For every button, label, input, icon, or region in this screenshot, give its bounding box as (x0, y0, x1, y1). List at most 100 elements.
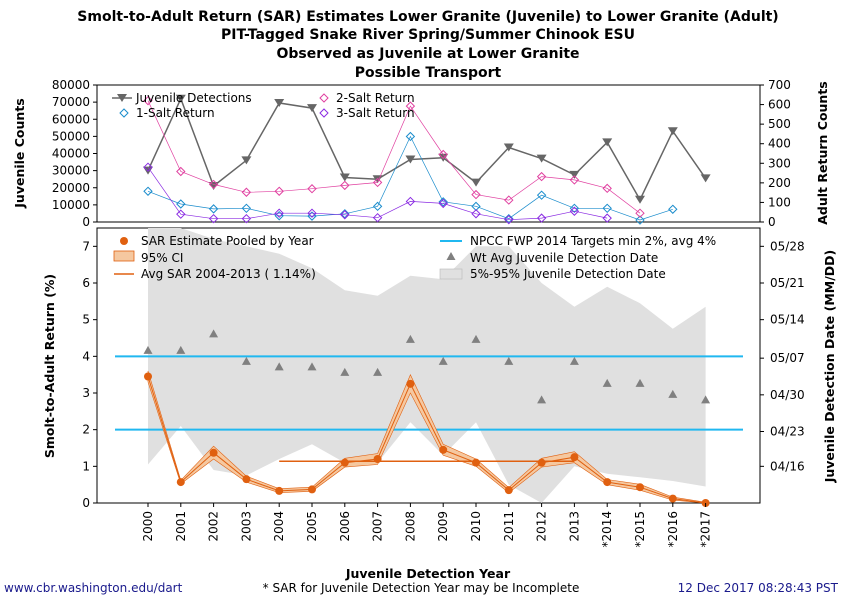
bottom-axis-ticks: 0 1 2 3 4 5 6 7 04/16 04/23 04/30 05/07 05/14 05/21 05… (82, 239, 804, 547)
legend-salt-marker-1 (119, 108, 129, 118)
legend-salt-marker-3 (319, 108, 329, 118)
title-line-3: Observed as Juvenile at Lower Granite (276, 46, 579, 62)
salt-return-marker-2 (143, 95, 153, 106)
wt-avg-detection-date-marker (176, 345, 186, 354)
salt-return-marker-3 (307, 208, 317, 218)
top-left-tick-label: 20000 (52, 181, 90, 195)
salt-return-marker-1 (569, 203, 580, 214)
x-tick-label: *2017 (699, 511, 713, 548)
x-tick-label: 2009 (436, 511, 450, 542)
salt-return-marker-3 (405, 196, 416, 207)
footer-note: * SAR for Juvenile Detection Year may be… (263, 581, 580, 595)
sar-estimate-point (275, 486, 284, 495)
top-left-tick-label: 10000 (52, 198, 90, 212)
bottom-plot-frame (96, 227, 761, 504)
wt-avg-detection-date-marker (537, 395, 547, 404)
juvenile-detection-marker (700, 174, 711, 183)
salt-return-marker-1 (340, 209, 350, 219)
x-tick-label: 2007 (371, 511, 385, 542)
top-right-tick-label: 500 (768, 117, 791, 131)
x-tick-label: 2000 (141, 511, 155, 542)
x-tick-label: 2003 (239, 511, 253, 542)
salt-return-marker-3 (208, 213, 219, 224)
top-left-tick-label: 40000 (52, 147, 90, 161)
bottom-ylabel-right: Juvenile Detection Date (MM/DD) (822, 250, 837, 484)
x-tick-label: 2012 (535, 511, 549, 542)
sar-estimate-point (603, 478, 612, 487)
bottom-left-tick-label: 5 (82, 313, 90, 327)
sar-estimate-point (668, 494, 677, 503)
juvenile-detection-marker (175, 94, 186, 103)
wt-avg-detection-date-marker (438, 356, 448, 365)
salt-return-marker-3 (471, 209, 481, 219)
top-right-tick-label: 400 (768, 137, 791, 151)
salt-return-marker-2 (274, 186, 284, 196)
juvenile-detection-marker (602, 138, 613, 147)
bottom-left-tick-label: 3 (82, 386, 90, 400)
juvenile-detection-marker (339, 173, 350, 182)
salt-return-marker-1 (372, 201, 383, 212)
bottom-ylabel-left: Smolt-to-Adult Return (%) (42, 274, 57, 458)
sar-estimate-point (308, 485, 316, 494)
salt-return-marker-3 (340, 210, 350, 220)
juvenile-detection-marker (667, 127, 678, 136)
bottom-left-tick-label: 2 (82, 423, 90, 437)
top-legend-label: 3-Salt Return (336, 106, 415, 120)
salt-return-marker-2 (241, 187, 252, 197)
top-axis-ticks: 0 10000 20000 30000 40000 50000 60000 70000 8000… (52, 78, 791, 229)
x-tick-label: 2002 (207, 511, 221, 542)
juvenile-detection-marker (307, 104, 317, 113)
title-line-2: PIT-Tagged Snake River Spring/Summer Chi… (221, 27, 635, 43)
salt-return-marker-3 (438, 198, 448, 209)
legend-wt-avg-label: Wt Avg Juvenile Detection Date (470, 251, 658, 265)
wt-avg-detection-date-marker (340, 367, 350, 376)
top-left-tick-label: 80000 (52, 78, 90, 92)
salt-return-marker-2 (176, 166, 186, 177)
bottom-left-tick-label: 7 (82, 239, 90, 253)
sar-estimate-point (472, 458, 480, 467)
legend-sar-point (120, 237, 128, 245)
salt-return-marker-3 (241, 213, 252, 224)
juvenile-detection-marker (471, 178, 481, 187)
x-tick-label: 2013 (567, 511, 581, 542)
top-legend-label: Juvenile Detections (135, 91, 252, 105)
salt-return-marker-2 (635, 208, 645, 218)
top-ylabel-left: Juvenile Counts (12, 98, 27, 208)
x-tick-label: 2008 (403, 511, 417, 542)
legend-juvenile-marker (117, 94, 127, 102)
x-tick-label: 2010 (469, 511, 483, 542)
legend-wt-avg-marker (446, 252, 456, 260)
wt-avg-detection-date-marker (209, 329, 219, 338)
legend-ci-swatch (113, 250, 135, 262)
top-left-tick-label: 0 (82, 215, 90, 229)
detection-date-band (148, 228, 706, 503)
bottom-right-tick-label: 04/23 (770, 425, 805, 439)
top-right-tick-label: 200 (768, 176, 791, 190)
legend-avg-sar-label: Avg SAR 2004-2013 ( 1.14%) (141, 267, 316, 281)
juvenile-detection-marker (274, 98, 285, 107)
sar-estimate-point (242, 475, 251, 484)
x-tick-label: *2014 (600, 511, 614, 548)
title-line-4: Possible Transport (355, 65, 502, 81)
top-left-tick-label: 50000 (52, 129, 90, 143)
title-line-1: Smolt-to-Adult Return (SAR) Estimates Lo… (77, 9, 778, 25)
salt-return-marker-1 (438, 197, 448, 207)
sar-estimate-point (373, 455, 382, 463)
top-series-line-1 (147, 135, 673, 221)
salt-return-marker-1 (602, 203, 612, 214)
juvenile-detection-marker (536, 154, 547, 163)
footer-timestamp: 12 Dec 2017 08:28:43 PST (678, 581, 839, 595)
footer-url: www.cbr.washington.edu/dart (4, 581, 183, 595)
x-tick-label: 2004 (272, 511, 286, 542)
wt-avg-detection-date-marker (504, 356, 514, 365)
x-tick-label: *2015 (633, 511, 647, 548)
sar-estimate-point (636, 483, 644, 492)
salt-return-marker-1 (504, 213, 514, 224)
sar-estimate-point (176, 478, 185, 487)
salt-return-marker-1 (668, 204, 678, 214)
wt-avg-detection-date-marker (241, 356, 251, 365)
salt-return-marker-3 (143, 162, 153, 172)
sar-estimate-point (144, 372, 152, 381)
sar-estimate-point (439, 445, 448, 454)
